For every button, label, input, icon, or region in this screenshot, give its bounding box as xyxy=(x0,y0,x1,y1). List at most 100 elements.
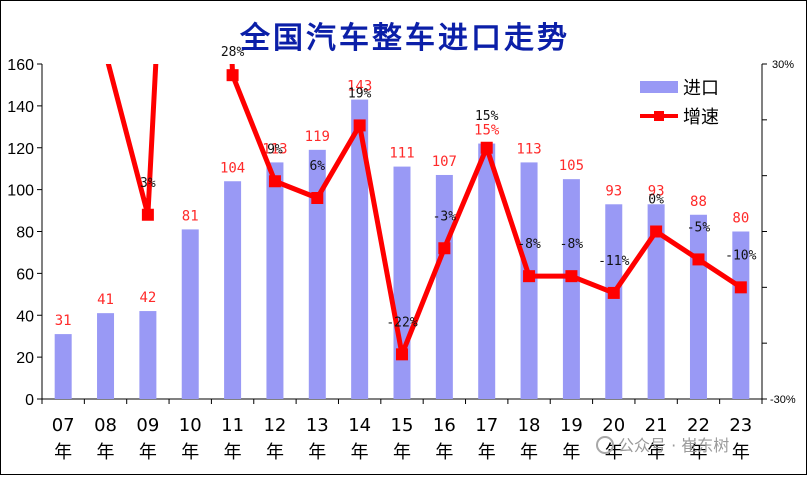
growth-marker xyxy=(607,286,620,299)
growth-value-label: 19% xyxy=(348,86,372,101)
x-category-label: 10 xyxy=(179,415,202,436)
growth-marker xyxy=(141,208,154,221)
x-category-suffix: 年 xyxy=(732,442,750,463)
legend-swatch-import xyxy=(640,81,678,93)
x-category-suffix: 年 xyxy=(308,442,326,463)
y-tick-label: 80 xyxy=(16,225,34,242)
growth-value-label: 3% xyxy=(140,176,156,191)
x-category-label: 07 xyxy=(52,415,75,436)
y-tick-label: 40 xyxy=(16,308,34,325)
growth-value-label: -22% xyxy=(386,315,417,330)
x-category-label: 11 xyxy=(221,415,244,436)
growth-value-label: 6% xyxy=(309,159,325,174)
bar-import xyxy=(139,311,157,399)
y-right-tick-label: 30% xyxy=(772,59,794,71)
x-category-suffix: 年 xyxy=(562,442,580,463)
x-category-suffix: 年 xyxy=(224,442,242,463)
y-tick-label: 0 xyxy=(25,392,34,409)
x-category-label: 15 xyxy=(391,415,414,436)
bar-value-label: 41 xyxy=(97,292,114,308)
y-tick-label: 140 xyxy=(7,99,34,116)
x-category-label: 14 xyxy=(348,415,371,436)
bar-value-label: 81 xyxy=(182,208,199,224)
growth-marker xyxy=(396,348,408,361)
legend-marker-growth xyxy=(654,111,664,121)
growth-value-label: -10% xyxy=(725,248,756,263)
chart-title: 全国汽车整车进口走势 xyxy=(239,21,570,56)
bar-value-label: 88 xyxy=(690,194,707,210)
y-tick-label: 100 xyxy=(7,183,34,200)
growth-marker xyxy=(692,253,705,266)
x-category-label: 22 xyxy=(687,415,710,436)
growth-marker xyxy=(734,281,747,294)
y-tick-label: 20 xyxy=(16,350,34,367)
growth-marker xyxy=(353,119,366,132)
bar-value-label: 93 xyxy=(648,183,665,199)
growth-value-label: -11% xyxy=(598,254,629,269)
x-category-label: 19 xyxy=(560,415,583,436)
x-category-suffix: 年 xyxy=(478,442,496,463)
x-category-label: 17 xyxy=(475,415,498,436)
growth-marker xyxy=(565,270,578,283)
bar-import xyxy=(647,204,665,399)
bar-import xyxy=(689,214,707,399)
bar-value-label: 119 xyxy=(305,129,330,145)
x-category-label: 08 xyxy=(94,415,117,436)
growth-marker xyxy=(650,225,663,238)
growth-value-label: 15% xyxy=(475,109,499,124)
growth-value-label: -8% xyxy=(517,237,541,252)
growth-value-label: -3% xyxy=(433,209,457,224)
bar-import xyxy=(393,166,411,399)
x-category-suffix: 年 xyxy=(181,442,199,463)
growth-marker xyxy=(268,175,281,188)
legend-label-growth: 增速 xyxy=(683,107,719,128)
growth-marker xyxy=(311,192,324,204)
bar-value-label: 104 xyxy=(220,160,245,176)
y-tick-label: 60 xyxy=(16,266,34,283)
x-category-suffix: 年 xyxy=(266,442,284,463)
bar-import xyxy=(266,162,284,399)
x-category-label: 23 xyxy=(729,415,752,436)
bar-import xyxy=(97,313,115,399)
bar-value-label: 80 xyxy=(732,211,749,227)
bar-value-label: 111 xyxy=(389,146,414,162)
x-category-label: 16 xyxy=(433,415,456,436)
growth-marker xyxy=(480,141,493,154)
x-category-suffix: 年 xyxy=(689,442,707,463)
bar-import xyxy=(54,334,72,399)
bar-import xyxy=(562,179,580,399)
plot-area: 0 20 40 60 80 100 120 140 160 30% -30% 07 年 08 年 09 年 10 年… xyxy=(7,45,796,463)
y-tick-label: 160 xyxy=(7,57,34,74)
x-category-label: 20 xyxy=(602,415,625,436)
y-right-tick-label: -30% xyxy=(770,394,796,406)
bar-import xyxy=(478,143,496,399)
x-category-suffix: 年 xyxy=(435,442,453,463)
growth-marker xyxy=(226,69,239,82)
bar-import xyxy=(224,181,242,399)
x-category-label: 21 xyxy=(645,415,668,436)
growth-marker xyxy=(438,242,451,255)
x-category-suffix: 年 xyxy=(647,442,665,463)
bar-value-label: 107 xyxy=(432,154,457,170)
bar-import xyxy=(732,231,750,399)
bar-value-label: 113 xyxy=(516,141,541,157)
legend-label-import: 进口 xyxy=(683,78,719,99)
x-category-suffix: 年 xyxy=(393,442,411,463)
chart-legend: 进口 增速 xyxy=(640,78,719,128)
growth-value-label: 9% xyxy=(267,142,283,157)
growth-value-label: 28% xyxy=(221,45,245,60)
bar-value-label: 93 xyxy=(605,183,622,199)
y-tick-label: 120 xyxy=(7,141,34,158)
bar-import xyxy=(605,204,623,399)
growth-marker xyxy=(523,270,536,283)
bar-import xyxy=(308,149,326,399)
watermark: 公众号 · 崔东树 xyxy=(596,436,729,455)
x-category-suffix: 年 xyxy=(139,442,157,463)
bar-value-label: 143 xyxy=(347,79,372,95)
growth-value-label: -8% xyxy=(560,237,584,252)
bar-import xyxy=(351,99,369,399)
x-category-suffix: 年 xyxy=(97,442,115,463)
bar-value-label: 113 xyxy=(262,141,287,157)
x-category-label: 18 xyxy=(518,415,541,436)
x-category-label: 09 xyxy=(136,415,159,436)
